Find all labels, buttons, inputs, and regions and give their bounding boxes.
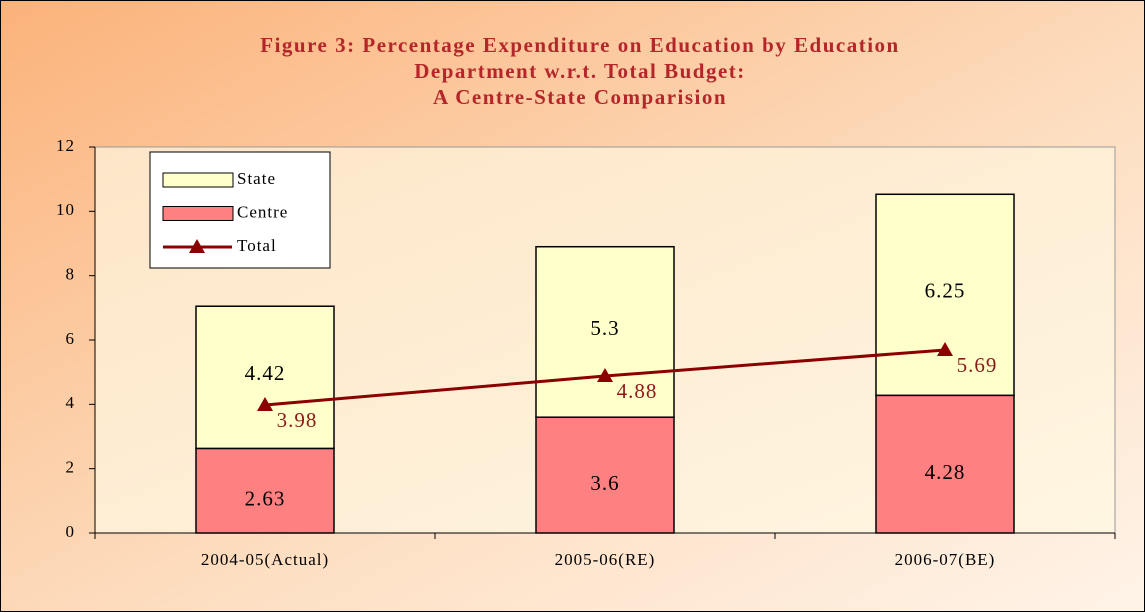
bar-segment [535, 245, 675, 418]
y-tick-label: 2 [66, 458, 76, 477]
value-label: 4.88 [617, 379, 658, 403]
bar-segment [195, 447, 335, 534]
line-marker [937, 341, 953, 356]
chart-title: A Centre-State Comparision [433, 85, 727, 109]
value-label: 5.3 [590, 316, 619, 340]
chart-title: Figure 3: Percentage Expenditure on Educ… [260, 33, 899, 57]
legend-label: Centre [237, 202, 288, 221]
value-label: 3.6 [590, 471, 619, 495]
value-label: 4.42 [245, 361, 286, 385]
value-label: 3.98 [277, 408, 318, 432]
value-label: 6.25 [925, 279, 966, 303]
y-tick-label: 0 [66, 522, 76, 541]
x-tick-label: 2005-06(RE) [555, 550, 656, 569]
bar-segment [875, 394, 1015, 534]
x-tick-label: 2004-05(Actual) [201, 550, 329, 569]
legend-label: Total [237, 236, 277, 255]
y-tick-label: 8 [66, 265, 76, 284]
legend-marker [189, 239, 205, 253]
bar-segment [875, 193, 1015, 397]
y-tick-label: 12 [56, 136, 75, 155]
bar-segment [535, 416, 675, 534]
legend-swatch [162, 172, 234, 188]
chart-title: Department w.r.t. Total Budget: [414, 59, 746, 83]
line-marker [257, 396, 273, 411]
value-label: 5.69 [957, 353, 998, 377]
line-marker [597, 368, 613, 383]
y-tick-label: 10 [56, 200, 75, 219]
y-tick-label: 6 [66, 329, 76, 348]
legend-label: State [237, 169, 276, 188]
x-tick-label: 2006-07(BE) [895, 550, 996, 569]
bar-segment [195, 305, 335, 450]
value-label: 2.63 [245, 487, 286, 511]
y-tick-label: 4 [66, 393, 76, 412]
value-label: 4.28 [925, 460, 966, 484]
legend-swatch [162, 206, 234, 221]
